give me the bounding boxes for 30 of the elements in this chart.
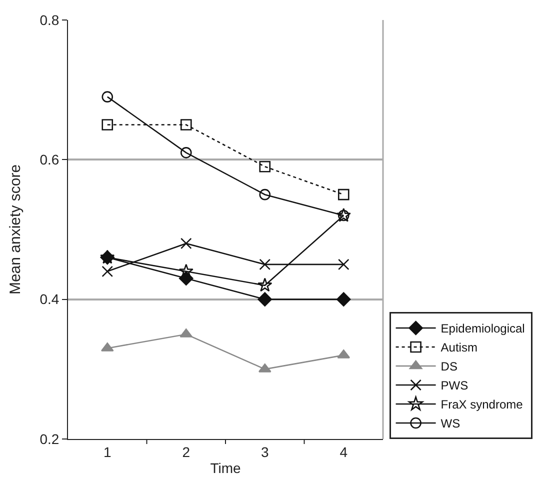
legend-label: FraX syndrome	[440, 398, 524, 412]
legend-label: DS	[440, 360, 458, 374]
point	[338, 258, 350, 270]
point	[259, 161, 271, 172]
point	[102, 266, 114, 278]
x-axis-title: Time	[210, 460, 242, 476]
point	[102, 119, 114, 130]
y-tick-label: 0.4	[40, 291, 60, 308]
y-axis-title: Mean anxiety score	[6, 164, 24, 295]
point	[180, 238, 192, 250]
x-tick-label: 1	[103, 444, 112, 460]
legend-label: WS	[440, 416, 460, 431]
point	[336, 292, 351, 306]
y-tick-label: 0.6	[40, 152, 60, 168]
point	[180, 119, 192, 130]
point	[180, 147, 192, 158]
x-tick-label: 4	[340, 444, 348, 460]
x-tick-label: 3	[260, 444, 269, 460]
point	[259, 188, 271, 200]
point	[259, 258, 271, 270]
legend-label: Autism	[440, 340, 478, 355]
x-tick-label: 2	[182, 444, 190, 460]
point	[102, 91, 114, 102]
legend-label: PWS	[440, 378, 468, 393]
point	[258, 278, 272, 292]
y-tick-label: 0.2	[40, 430, 60, 447]
y-tick-label: 0.8	[40, 12, 60, 28]
legend-label: Epidemiological	[440, 322, 525, 336]
point	[338, 188, 350, 200]
point	[258, 292, 272, 306]
